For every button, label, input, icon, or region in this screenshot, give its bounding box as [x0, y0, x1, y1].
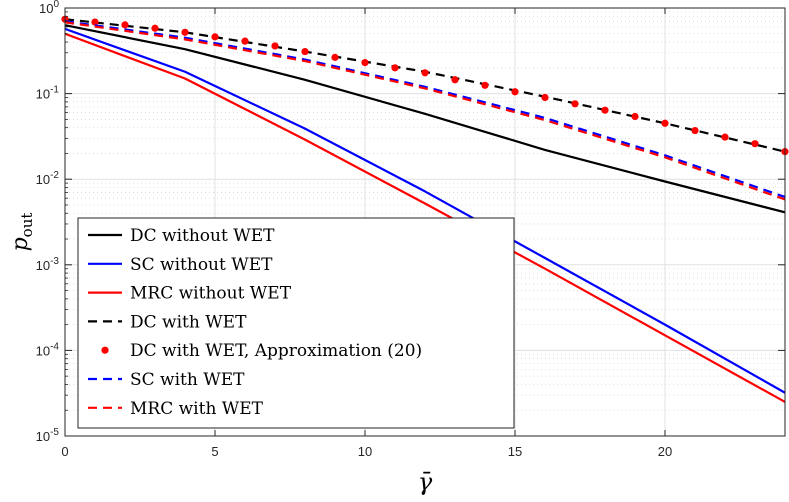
data-point — [91, 18, 99, 26]
data-point — [751, 140, 759, 148]
series-1 — [64, 24, 786, 214]
data-point — [661, 119, 669, 127]
legend-item-6: SC with WET — [88, 370, 245, 390]
y-tick-label: 10-1 — [36, 85, 60, 102]
y-tick-label: 10-3 — [36, 256, 60, 273]
data-point — [451, 76, 459, 84]
data-point — [301, 47, 309, 56]
data-point — [181, 28, 189, 36]
x-tick-label: 5 — [211, 444, 218, 459]
legend: DC without WET SC without WET MRC without … — [77, 217, 515, 429]
series-layer — [61, 15, 789, 403]
legend-label: SC with WET — [130, 370, 245, 390]
data-point — [361, 59, 369, 67]
data-point — [241, 37, 249, 45]
x-tick-label: 10 — [358, 444, 372, 459]
data-point — [391, 64, 399, 72]
axes-box — [64, 7, 786, 437]
y-tick-label: 10-5 — [36, 427, 60, 444]
legend-item-7: MRC with WET — [88, 399, 264, 419]
legend-label: MRC with WET — [130, 399, 264, 419]
data-point — [571, 100, 579, 108]
x-axis-label: γ̄ — [418, 468, 433, 496]
series-line — [64, 32, 786, 403]
legend-label: SC without WET — [130, 255, 273, 275]
y-tick-label: 10-4 — [36, 341, 60, 358]
series-6 — [64, 20, 786, 199]
ticks: 0 5 10 15 20 100 10-1 10-2 10-3 10-4 10-5 — [36, 0, 785, 459]
data-point — [121, 21, 129, 29]
x-tick-label: 20 — [658, 444, 672, 459]
y-axis-label-sub: out — [18, 213, 36, 238]
data-point — [631, 112, 639, 121]
legend-item-2: SC without WET — [88, 255, 273, 275]
data-point — [271, 42, 279, 50]
legend-label: DC with WET — [130, 312, 247, 332]
legend-label: DC without WET — [130, 226, 275, 246]
svg-text:pout: pout — [8, 213, 36, 252]
y-axis-label-main: p — [8, 237, 33, 251]
data-point — [481, 81, 489, 89]
legend-item-3: MRC without WET — [88, 284, 292, 304]
series-7 — [64, 21, 786, 201]
y-tick-label: 10-2 — [36, 170, 60, 187]
series-line — [64, 20, 786, 199]
legend-item-1: DC without WET — [88, 226, 275, 246]
data-point — [421, 69, 429, 77]
x-axis-label-text: γ̄ — [418, 468, 433, 496]
data-point — [151, 24, 159, 32]
legend-item-5: DC with WET, Approximation (20) — [101, 341, 422, 361]
data-point — [211, 33, 219, 41]
legend-marker — [101, 346, 109, 354]
data-point — [511, 88, 519, 96]
series-line — [64, 21, 786, 201]
legend-item-4: DC with WET — [88, 312, 247, 332]
x-tick-label: 15 — [508, 444, 522, 459]
series-line — [64, 24, 786, 214]
series-2 — [64, 27, 786, 394]
data-point — [541, 93, 549, 102]
series-5 — [61, 15, 789, 156]
y-tick-label: 100 — [39, 0, 59, 16]
y-axis-label: pout — [8, 213, 36, 252]
data-point — [601, 106, 609, 114]
legend-label: DC with WET, Approximation (20) — [130, 341, 422, 361]
x-tick-label: 0 — [61, 444, 68, 459]
data-point — [691, 126, 699, 135]
series-line — [64, 27, 786, 394]
data-point — [721, 133, 729, 141]
series-3 — [64, 32, 786, 403]
data-point — [331, 53, 339, 61]
legend-label: MRC without WET — [130, 284, 292, 304]
legend-box — [77, 217, 515, 429]
